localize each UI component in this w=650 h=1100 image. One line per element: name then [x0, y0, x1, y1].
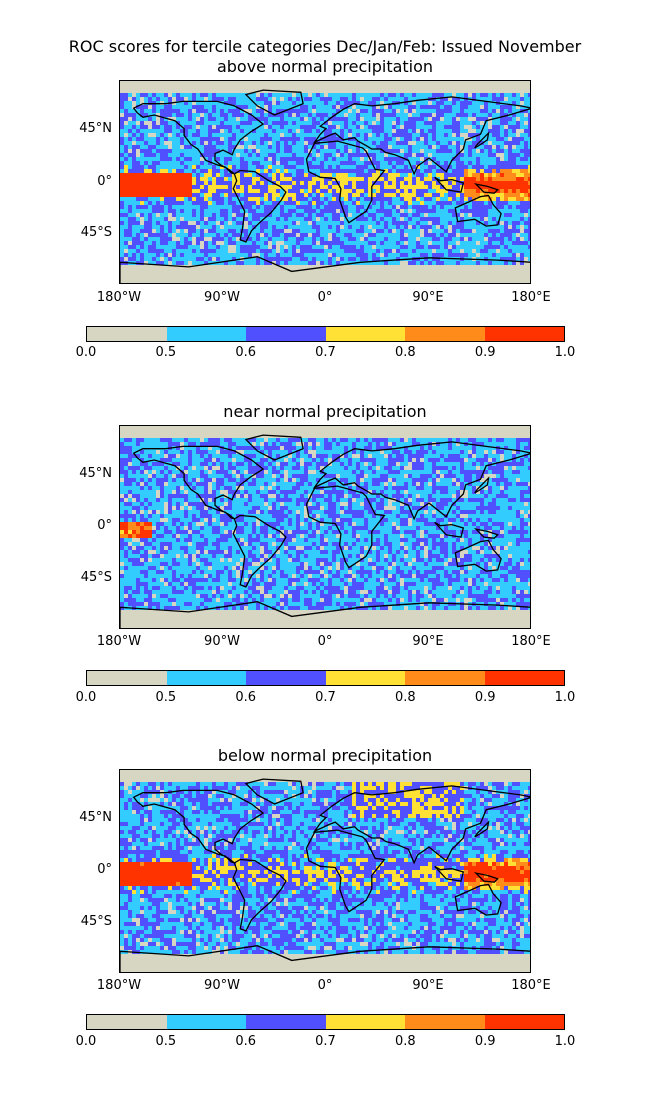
- coastlines: [120, 778, 530, 972]
- x-tick-label: 90°E: [412, 634, 444, 649]
- x-tick-label: 0°: [317, 634, 333, 649]
- colorbar-swatch: [405, 327, 485, 341]
- y-tick-label: 45°N: [79, 810, 112, 825]
- colorbar-swatch: [87, 327, 167, 341]
- y-tick-label: 0°: [97, 862, 112, 877]
- y-tick-label: 45°S: [80, 225, 112, 240]
- colorbar-tick-label: 0.9: [474, 1034, 496, 1049]
- colorbar-tick-label: 0.0: [75, 345, 97, 360]
- x-tick-label: 0°: [317, 978, 333, 993]
- panel-near-normal: near normal precipitation 45°N 0° 45°S 1…: [0, 0, 650, 705]
- colorbar-tick-label: 0.9: [474, 690, 496, 705]
- colorbar-swatch: [484, 327, 564, 341]
- coastlines: [120, 434, 530, 628]
- colorbar-tick-label: 0.0: [75, 1034, 97, 1049]
- colorbar-swatch: [405, 1015, 485, 1029]
- panel-above-normal: above normal precipitation 45°N 0° 45°S …: [0, 0, 650, 360]
- panel-subtitle: above normal precipitation: [216, 57, 434, 76]
- panel-subtitle: near normal precipitation: [223, 402, 427, 421]
- roc-map: [119, 769, 531, 973]
- x-tick-label: 180°W: [96, 290, 142, 305]
- roc-map: [119, 80, 531, 284]
- colorbar: [86, 1014, 565, 1030]
- colorbar-swatch: [87, 1015, 167, 1029]
- colorbar-swatch: [405, 671, 485, 685]
- colorbar-tick-label: 0.7: [315, 345, 336, 360]
- colorbar-tick-label: 1.0: [554, 345, 576, 360]
- colorbar-swatch: [325, 1015, 405, 1029]
- colorbar: [86, 670, 565, 686]
- colorbar-swatch: [325, 327, 405, 341]
- roc-score-field: [120, 426, 530, 628]
- y-tick-label: 0°: [97, 174, 112, 189]
- colorbar-swatch: [246, 671, 326, 685]
- colorbar-tick-label: 0.7: [315, 1034, 336, 1049]
- coastlines: [120, 89, 530, 283]
- colorbar: [86, 326, 565, 342]
- x-tick-label: 180°E: [511, 290, 551, 305]
- colorbar-tick-label: 0.5: [155, 690, 177, 705]
- y-tick-label: 45°N: [79, 121, 112, 136]
- panel-subtitle: below normal precipitation: [217, 746, 433, 765]
- x-tick-label: 0°: [317, 290, 333, 305]
- figure-title: ROC scores for tercile categories Dec/Ja…: [68, 37, 582, 56]
- panel-below-normal: below normal precipitation 45°N 0° 45°S …: [0, 0, 650, 1049]
- x-tick-label: 180°E: [511, 634, 551, 649]
- colorbar-swatch: [484, 1015, 564, 1029]
- colorbar-tick-label: 0.8: [394, 345, 416, 360]
- colorbar-swatch: [87, 671, 167, 685]
- colorbar-tick-label: 0.6: [235, 345, 256, 360]
- x-tick-label: 90°W: [204, 634, 240, 649]
- colorbar-tick-label: 0.6: [235, 690, 256, 705]
- colorbar-swatch: [325, 671, 405, 685]
- x-tick-label: 180°W: [96, 634, 142, 649]
- x-tick-label: 90°E: [412, 290, 444, 305]
- colorbar-tick-label: 0.6: [235, 1034, 256, 1049]
- colorbar-swatch: [166, 327, 246, 341]
- x-tick-label: 180°W: [96, 978, 142, 993]
- colorbar-swatch: [166, 671, 246, 685]
- x-tick-label: 180°E: [511, 978, 551, 993]
- colorbar-tick-label: 0.7: [315, 690, 336, 705]
- x-tick-label: 90°W: [204, 290, 240, 305]
- roc-score-field: [120, 81, 530, 283]
- y-tick-label: 45°S: [80, 914, 112, 929]
- x-tick-label: 90°W: [204, 978, 240, 993]
- y-tick-label: 0°: [97, 518, 112, 533]
- colorbar-tick-label: 1.0: [554, 690, 576, 705]
- y-tick-label: 45°S: [80, 570, 112, 585]
- colorbar-swatch: [166, 1015, 246, 1029]
- colorbar-tick-label: 0.9: [474, 345, 496, 360]
- roc-map: [119, 425, 531, 629]
- colorbar-tick-label: 0.0: [75, 690, 97, 705]
- colorbar-swatch: [246, 1015, 326, 1029]
- colorbar-swatch: [246, 327, 326, 341]
- colorbar-swatch: [484, 671, 564, 685]
- colorbar-tick-label: 0.8: [394, 690, 416, 705]
- colorbar-tick-label: 0.8: [394, 1034, 416, 1049]
- colorbar-tick-label: 1.0: [554, 1034, 576, 1049]
- y-tick-label: 45°N: [79, 466, 112, 481]
- colorbar-tick-label: 0.5: [155, 1034, 177, 1049]
- roc-score-field: [120, 770, 530, 972]
- colorbar-tick-label: 0.5: [155, 345, 177, 360]
- x-tick-label: 90°E: [412, 978, 444, 993]
